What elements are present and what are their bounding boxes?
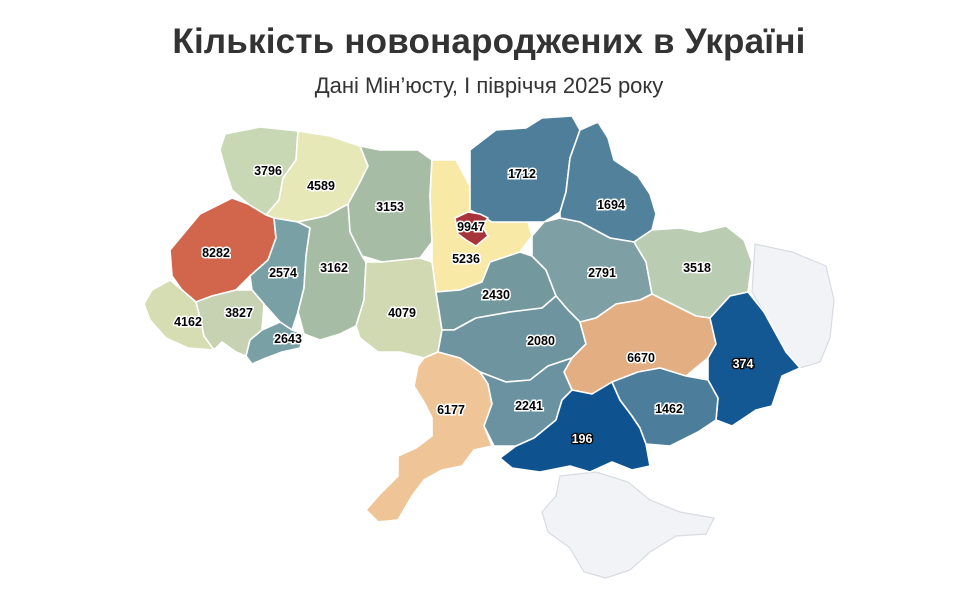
region-22[interactable] [499,381,651,473]
map-title: Кількість новонароджених в Україні [172,22,806,61]
region-value-label-23: 1462 [655,402,683,416]
region-9[interactable] [297,203,367,341]
region-value-label-22: 196 [572,432,593,446]
map-subtitle: Дані Мін’юсту, І півріччя 2025 року [314,73,664,98]
region-value-label-13: 3518 [683,261,711,275]
region-value-label-20: 6177 [437,403,465,417]
region-value-label-6: 1694 [597,198,625,212]
occupied-east-area [751,243,835,369]
region-value-label-17: 2080 [527,334,555,348]
region-value-label-0: 3796 [254,164,282,178]
region-value-label-9: 3162 [320,261,348,275]
region-4[interactable] [454,211,489,247]
region-value-label-2: 3153 [376,200,404,214]
region-value-label-3: 5236 [452,252,480,266]
region-value-label-18: 6670 [627,351,655,365]
region-20[interactable] [365,351,493,523]
region-value-label-21: 2241 [515,399,543,413]
region-value-label-7: 8282 [202,246,230,260]
region-value-label-4: 9947 [457,220,485,234]
region-value-label-16: 2643 [274,332,302,346]
region-value-label-11: 2430 [482,288,510,302]
region-value-label-15: 3827 [225,306,253,320]
region-23[interactable] [611,367,719,447]
region-19[interactable] [707,291,801,427]
region-16[interactable] [245,321,305,365]
region-value-label-12: 2791 [588,266,616,280]
region-value-label-19: 374 [733,357,754,371]
region-value-label-14: 4162 [174,315,202,329]
region-value-label-10: 4079 [388,306,416,320]
region-value-label-1: 4589 [307,179,335,193]
region-value-label-5: 1712 [508,167,536,181]
region-value-label-8: 2574 [269,266,297,280]
crimea-area [541,471,715,579]
